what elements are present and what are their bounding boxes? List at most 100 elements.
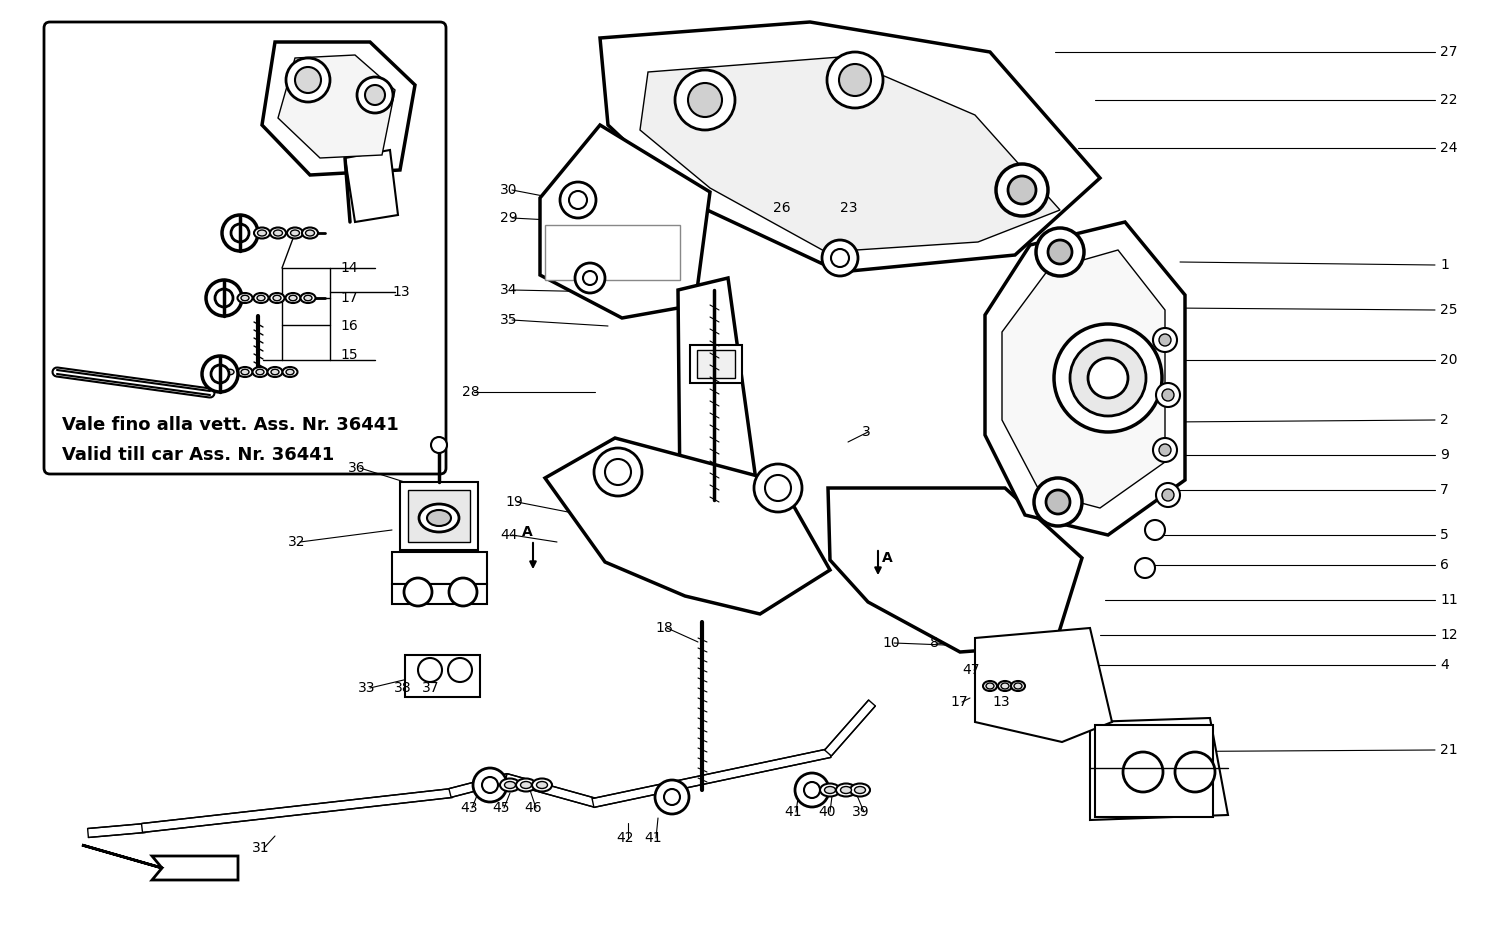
- Circle shape: [404, 578, 432, 606]
- Text: 12: 12: [1440, 628, 1458, 642]
- Circle shape: [560, 182, 596, 218]
- Bar: [690, 345, 742, 383]
- Ellipse shape: [304, 295, 312, 301]
- Ellipse shape: [242, 369, 249, 375]
- Ellipse shape: [254, 227, 270, 238]
- Circle shape: [1048, 240, 1072, 264]
- Circle shape: [1046, 490, 1070, 514]
- Polygon shape: [975, 628, 1112, 742]
- Ellipse shape: [500, 779, 520, 792]
- Text: 18: 18: [656, 621, 672, 635]
- Circle shape: [1136, 558, 1155, 578]
- Circle shape: [202, 356, 238, 392]
- Ellipse shape: [273, 230, 282, 236]
- Circle shape: [822, 240, 858, 276]
- Polygon shape: [986, 222, 1185, 535]
- Polygon shape: [678, 278, 758, 507]
- Ellipse shape: [427, 510, 451, 526]
- Text: 19: 19: [506, 495, 522, 509]
- Ellipse shape: [270, 227, 286, 238]
- Circle shape: [286, 58, 330, 102]
- Circle shape: [1036, 228, 1084, 276]
- Bar: [405, 655, 480, 697]
- Ellipse shape: [258, 230, 267, 236]
- Text: Vale fino alla vett. Ass. Nr. 36441: Vale fino alla vett. Ass. Nr. 36441: [62, 416, 399, 434]
- Circle shape: [1162, 489, 1174, 501]
- Text: 7: 7: [1440, 483, 1449, 497]
- Circle shape: [831, 249, 849, 267]
- Ellipse shape: [825, 786, 836, 794]
- Circle shape: [1124, 752, 1162, 792]
- Text: 40: 40: [818, 805, 836, 819]
- Text: 23: 23: [840, 201, 858, 215]
- Polygon shape: [600, 22, 1100, 272]
- Circle shape: [430, 437, 447, 453]
- Text: 26: 26: [772, 201, 790, 215]
- Ellipse shape: [532, 779, 552, 792]
- Bar: [392, 552, 488, 584]
- Circle shape: [448, 578, 477, 606]
- Polygon shape: [828, 488, 1082, 652]
- Circle shape: [214, 289, 232, 307]
- Text: 5: 5: [1440, 528, 1449, 542]
- Text: 43: 43: [460, 801, 477, 815]
- Text: 2: 2: [1440, 413, 1449, 427]
- Ellipse shape: [1011, 681, 1025, 691]
- Text: 10: 10: [882, 636, 900, 650]
- Text: 9: 9: [1440, 448, 1449, 462]
- Polygon shape: [1090, 718, 1228, 820]
- Ellipse shape: [254, 293, 268, 303]
- Circle shape: [1156, 383, 1180, 407]
- Ellipse shape: [850, 783, 870, 797]
- Circle shape: [364, 85, 386, 105]
- Text: 33: 33: [358, 681, 375, 695]
- Text: 30: 30: [500, 183, 517, 197]
- Circle shape: [604, 459, 631, 485]
- Text: 39: 39: [852, 805, 870, 819]
- Ellipse shape: [252, 367, 267, 377]
- Text: 25: 25: [1440, 303, 1458, 317]
- Ellipse shape: [291, 230, 300, 236]
- Ellipse shape: [300, 293, 315, 303]
- Text: 13: 13: [392, 285, 410, 299]
- Circle shape: [656, 780, 688, 814]
- Text: 21: 21: [1440, 743, 1458, 757]
- Circle shape: [754, 464, 802, 512]
- Ellipse shape: [1000, 683, 1010, 689]
- Text: 20: 20: [1440, 353, 1458, 367]
- Circle shape: [675, 70, 735, 130]
- Text: A: A: [882, 551, 892, 565]
- Text: 17: 17: [340, 291, 357, 305]
- Polygon shape: [540, 125, 710, 318]
- Text: 8: 8: [930, 636, 939, 650]
- Text: 3: 3: [862, 425, 870, 439]
- Polygon shape: [825, 700, 876, 756]
- Circle shape: [688, 83, 722, 117]
- Circle shape: [1034, 478, 1082, 526]
- Ellipse shape: [1014, 683, 1022, 689]
- Bar: [400, 482, 478, 550]
- Text: 29: 29: [500, 211, 517, 225]
- Text: 24: 24: [1440, 141, 1458, 155]
- Text: 31: 31: [252, 841, 270, 855]
- Text: 4: 4: [1440, 658, 1449, 672]
- Circle shape: [765, 475, 790, 501]
- Text: 6: 6: [1440, 558, 1449, 572]
- Ellipse shape: [516, 779, 536, 792]
- Text: 32: 32: [288, 535, 306, 549]
- Circle shape: [482, 777, 498, 793]
- Text: 38: 38: [394, 681, 411, 695]
- Ellipse shape: [504, 781, 516, 789]
- Circle shape: [448, 658, 472, 682]
- Circle shape: [1156, 483, 1180, 507]
- Text: 1: 1: [1440, 258, 1449, 272]
- Text: 44: 44: [500, 528, 517, 542]
- Ellipse shape: [982, 681, 998, 691]
- Circle shape: [568, 191, 586, 209]
- Bar: [392, 584, 488, 604]
- Text: 13: 13: [992, 695, 1010, 709]
- Ellipse shape: [226, 369, 234, 375]
- Polygon shape: [262, 42, 416, 175]
- Text: Valid till car Ass. Nr. 36441: Valid till car Ass. Nr. 36441: [62, 446, 334, 464]
- Text: 36: 36: [348, 461, 366, 475]
